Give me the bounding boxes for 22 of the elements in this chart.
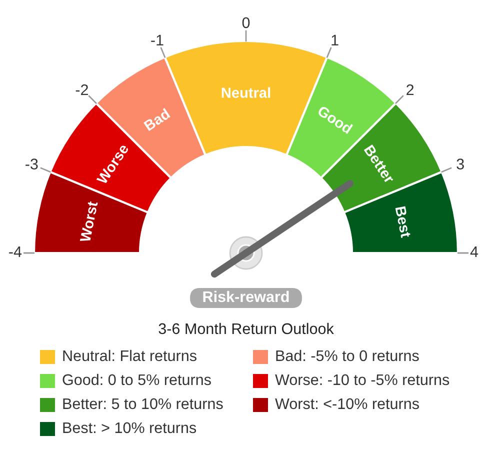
text: Worst: <-10% returns: [275, 398, 419, 410]
text: -1: [151, 34, 164, 46]
text: Risk-reward: [203, 290, 289, 302]
slice-label: Bad: [143, 108, 170, 132]
text: 0: [242, 17, 250, 28]
text: Best: > 10% returns: [63, 422, 196, 434]
text: Better: 5 to 10% returns: [63, 398, 223, 410]
text: -2: [76, 84, 88, 96]
text: Good: 0 to 5% returns: [62, 374, 211, 386]
text: 1: [332, 34, 338, 46]
text: 3-6 Month Return Outlook: [158, 322, 334, 334]
slice-label: Worst: [80, 200, 98, 243]
text: -4: [9, 246, 22, 257]
text: 4: [470, 246, 478, 257]
text: 3: [456, 158, 464, 170]
slice-label: Neutral: [222, 87, 270, 98]
text: Bad: -5% to 0 returns: [276, 350, 419, 362]
text: Neutral: Flat returns: [63, 350, 196, 362]
text: 2: [406, 84, 414, 96]
text: Worse: -10 to -5% returns: [275, 374, 450, 386]
text: -3: [26, 158, 38, 170]
slice-label: Best: [395, 206, 412, 238]
